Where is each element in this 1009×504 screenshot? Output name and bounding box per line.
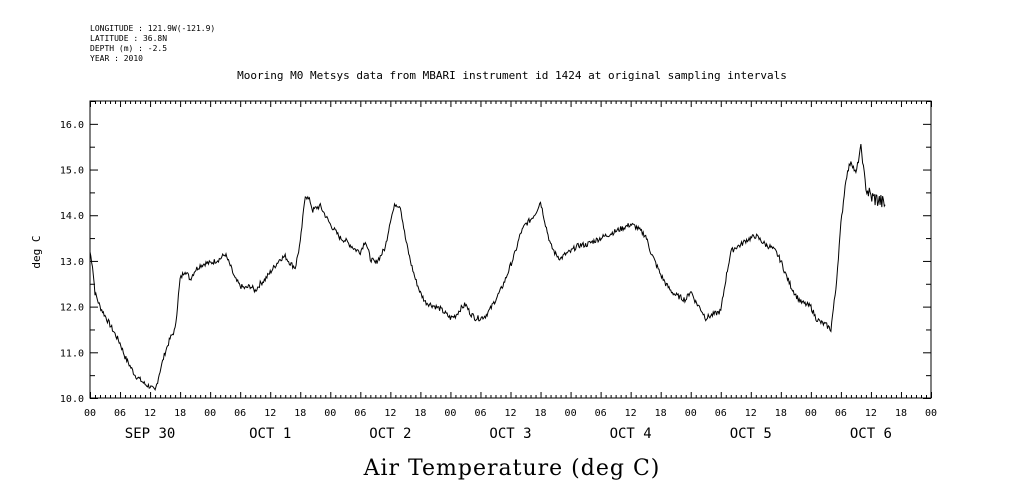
y-tick-label: 15.0 <box>60 166 84 177</box>
axes <box>89 100 932 399</box>
x-tick-label: 00 <box>925 408 937 419</box>
chart-title: Mooring M0 Metsys data from MBARI instru… <box>237 69 787 82</box>
x-tick-label: 18 <box>775 408 787 419</box>
x-tick-label: 06 <box>234 408 246 419</box>
y-tick-label: 13.0 <box>60 257 84 268</box>
depth-text: DEPTH (m) : -2.5 <box>90 44 167 53</box>
x-tick-label: 06 <box>474 408 486 419</box>
x-tick-labels: 00 06 12 18 00 06 12 18 00 06 12 18 00 06 12 18 00 06 12 18… <box>84 408 937 419</box>
x-tick-label: 06 <box>354 408 366 419</box>
day-label: OCT 1 <box>249 426 291 442</box>
x-tick-label: 00 <box>685 408 697 419</box>
x-tick-label: 18 <box>895 408 907 419</box>
y-tick-label: 14.0 <box>60 211 84 222</box>
x-tick-label: 12 <box>144 408 156 419</box>
x-tick-label: 00 <box>565 408 577 419</box>
x-tick-label: 06 <box>114 408 126 419</box>
x-tick-label: 18 <box>655 408 667 419</box>
x-tick-label: 18 <box>414 408 426 419</box>
x-tick-label: 00 <box>84 408 96 419</box>
day-label: OCT 4 <box>610 426 652 442</box>
year-text: YEAR : 2010 <box>90 54 143 63</box>
day-labels: SEP 30 OCT 1 OCT 2 OCT 3 OCT 4 OCT 5 OCT 6 <box>125 426 892 442</box>
series-line <box>89 144 886 392</box>
x-tick-label: 12 <box>745 408 757 419</box>
longitude-text: LONGITUDE : 121.9W(-121.9) <box>90 24 215 33</box>
x-tick-label: 06 <box>595 408 607 419</box>
x-tick-label: 18 <box>535 408 547 419</box>
x-tick-label: 12 <box>865 408 877 419</box>
x-tick-label: 06 <box>715 408 727 419</box>
day-label: OCT 6 <box>850 426 892 442</box>
y-tick-label: 16.0 <box>60 120 84 131</box>
day-label: OCT 5 <box>730 426 772 442</box>
x-tick-label: 00 <box>324 408 336 419</box>
day-label: OCT 3 <box>489 426 531 442</box>
y-tick-labels: 10.0 11.0 12.0 13.0 14.0 15.0 16.0 <box>60 120 84 405</box>
day-label: SEP 30 <box>125 426 176 442</box>
latitude-text: LATITUDE : 36.8N <box>90 34 167 43</box>
x-tick-label: 18 <box>294 408 306 419</box>
day-label: OCT 2 <box>369 426 411 442</box>
y-tick-label: 11.0 <box>60 348 84 359</box>
x-tick-label: 18 <box>174 408 186 419</box>
x-tick-label: 00 <box>444 408 456 419</box>
x-tick-label: 06 <box>835 408 847 419</box>
y-tick-label: 10.0 <box>60 394 84 405</box>
x-axis-label: Air Temperature (deg C) <box>363 456 661 481</box>
tick-marks <box>90 101 932 399</box>
x-tick-label: 00 <box>805 408 817 419</box>
y-tick-label: 12.0 <box>60 303 84 314</box>
x-tick-label: 12 <box>625 408 637 419</box>
x-tick-label: 12 <box>384 408 396 419</box>
x-tick-label: 12 <box>504 408 516 419</box>
x-tick-label: 12 <box>264 408 276 419</box>
y-axis-label: deg C <box>30 235 43 268</box>
series-group <box>89 144 886 392</box>
plot-frame <box>89 100 932 399</box>
x-tick-label: 00 <box>204 408 216 419</box>
